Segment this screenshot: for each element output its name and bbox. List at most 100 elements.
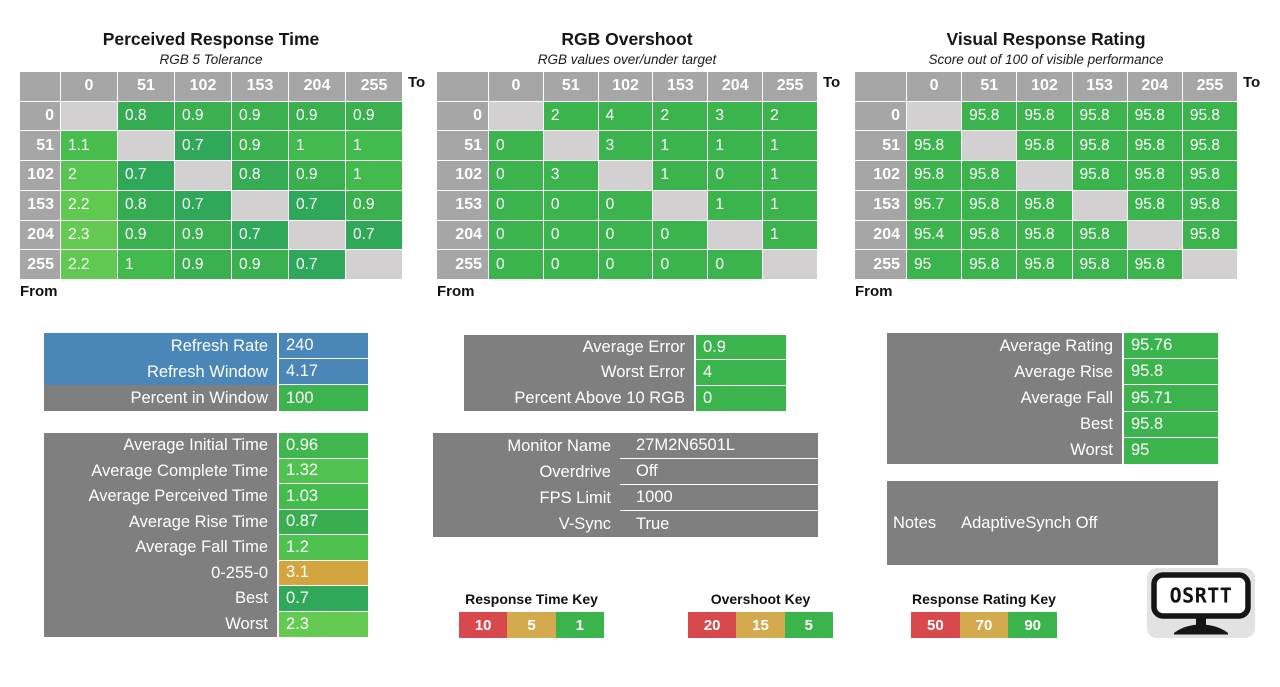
- heatmap-cell: 0: [489, 161, 543, 190]
- stat-label: Average Rise: [887, 359, 1122, 386]
- heatmap-cell: 0: [708, 250, 763, 279]
- heatmap-cell: 95.8: [1072, 131, 1127, 161]
- key-segment: 50: [911, 612, 960, 638]
- heatmap-cell: 0: [653, 220, 708, 250]
- heatmap-cell: 95.8: [1182, 161, 1237, 190]
- stat-row: 0-255-0 3.1: [44, 560, 368, 586]
- axis-from-label: From: [437, 283, 475, 300]
- monitor-info-panel: Monitor Name 27M2N6501L Overdrive Off FPS Li…: [433, 433, 818, 537]
- heatmap-cell: 1: [653, 131, 708, 161]
- row-header-cell: 0: [437, 101, 488, 131]
- row-header-cell: 51: [855, 131, 906, 161]
- heatmap-cell: 0: [489, 131, 543, 161]
- col-header-cell: 153: [653, 72, 708, 101]
- heatmap-cell: [232, 190, 288, 220]
- table-subtitle: RGB values over/under target: [537, 52, 717, 67]
- col-header-cell: 255: [346, 72, 402, 101]
- axis-to-label: To: [1243, 74, 1261, 91]
- stat-row: Average Initial Time 0.96: [44, 433, 368, 459]
- heatmap-cell: 0.9: [289, 161, 345, 190]
- heatmap-cell: [1182, 250, 1237, 279]
- heatmap-cell: 95.4: [907, 220, 962, 250]
- heatmap-cell: [598, 161, 653, 190]
- heatmap-cell: 1: [708, 131, 763, 161]
- col-header-cell: 153: [232, 72, 288, 101]
- stat-row: Worst 2.3: [44, 611, 368, 637]
- stat-label: Average Fall: [887, 385, 1122, 412]
- stat-row: Worst Error 4: [464, 360, 786, 386]
- heatmap-cell: 0.8: [232, 161, 288, 190]
- heatmap-cell: 95.8: [1182, 101, 1237, 131]
- heatmap-cell: [1017, 161, 1072, 190]
- heatmap-cell: 0.9: [118, 220, 174, 250]
- row-header-cell: 255: [437, 250, 488, 279]
- heatmap-cell: 95.8: [1127, 131, 1182, 161]
- key-title: Response Rating Key: [912, 591, 1056, 607]
- key-segment: 70: [959, 612, 1009, 638]
- heatmap-cell: 2.2: [61, 250, 117, 279]
- stat-label: FPS Limit: [433, 485, 620, 511]
- heatmap-cell: 1: [708, 190, 763, 220]
- heatmap-cell: 0.7: [118, 161, 174, 190]
- row-header-cell: 102: [437, 161, 488, 190]
- stat-value: 3.1: [277, 560, 368, 586]
- heatmap-cell: 0.9: [232, 250, 288, 279]
- stat-row: Overdrive Off: [433, 459, 818, 485]
- stat-value: 1000: [620, 485, 818, 511]
- stat-label: Worst: [44, 611, 277, 637]
- heatmap-cell: 2.3: [61, 220, 117, 250]
- heatmap-cell: [763, 250, 817, 279]
- heatmap-cell: 95.8: [1072, 250, 1127, 279]
- heatmap-cell: 95.8: [1017, 131, 1072, 161]
- stat-row: Average Rise Time 0.87: [44, 509, 368, 535]
- heatmap-cell: 0: [543, 220, 598, 250]
- row-header-cell: 153: [20, 190, 60, 220]
- heatmap-cell: [489, 101, 543, 131]
- col-header-cell: 51: [543, 72, 598, 101]
- stat-label: Average Perceived Time: [44, 484, 277, 510]
- table-subtitle: Score out of 100 of visible performance: [928, 52, 1164, 67]
- osrtt-logo: OSRTT: [1147, 568, 1255, 638]
- stat-value: 95.8: [1122, 359, 1218, 386]
- key-bar: 50 70 90: [911, 612, 1058, 638]
- visual-response-rating-table: Visual Response Rating Score out of 100 …: [855, 29, 1260, 304]
- col-header-cell: 0: [907, 72, 962, 101]
- heatmap-cell: 95.8: [962, 161, 1017, 190]
- stat-row: Best 0.7: [44, 586, 368, 612]
- heatmap-cell: 95.8: [1127, 161, 1182, 190]
- heatmap-cell: [708, 220, 763, 250]
- stat-label: Monitor Name: [433, 433, 620, 459]
- heatmap-cell: 0: [708, 161, 763, 190]
- heatmap-cell: 95.8: [907, 131, 962, 161]
- heatmap-cell: 0: [489, 190, 543, 220]
- stat-value: 4.17: [277, 359, 368, 385]
- stat-row: Average Fall Time 1.2: [44, 535, 368, 561]
- axis-from-label: From: [855, 283, 893, 300]
- rating-stats-panel: Average Rating 95.76 Average Rise 95.8 Avera…: [887, 333, 1218, 465]
- row-header-cell: 204: [855, 220, 906, 250]
- heatmap-cell: 95.8: [962, 220, 1017, 250]
- heatmap-cell: 3: [543, 161, 598, 190]
- overshoot-key: Overshoot Key 20 15 5: [688, 591, 833, 638]
- heatmap-cell: 0.9: [232, 131, 288, 161]
- heatmap-cell: [289, 220, 345, 250]
- col-header-cell: 51: [962, 72, 1017, 101]
- row-header-cell: 204: [437, 220, 488, 250]
- heatmap-cell: 0: [489, 250, 543, 279]
- heatmap-cell: 0.8: [118, 190, 174, 220]
- heatmap-cell: 0.9: [175, 101, 231, 131]
- row-header-cell: 102: [20, 161, 60, 190]
- corner-cell: [437, 72, 488, 101]
- heatmap-cell: 95.8: [1017, 220, 1072, 250]
- heatmap-cell: 0.7: [346, 220, 402, 250]
- stat-value: Off: [620, 459, 818, 485]
- stat-row: Monitor Name 27M2N6501L: [433, 433, 818, 459]
- stat-row: Refresh Rate 240: [44, 333, 368, 359]
- heatmap-cell: 0: [653, 250, 708, 279]
- col-header-cell: 204: [1127, 72, 1182, 101]
- row-header-cell: 51: [20, 131, 60, 161]
- heatmap-cell: 3: [708, 101, 763, 131]
- heatmap-grid: 0 51 102 153 204 255 0 0.8 0.9 0.9 0.9 0.9 51 1.1 0.7 0…: [20, 72, 402, 279]
- heatmap-cell: 95.8: [907, 161, 962, 190]
